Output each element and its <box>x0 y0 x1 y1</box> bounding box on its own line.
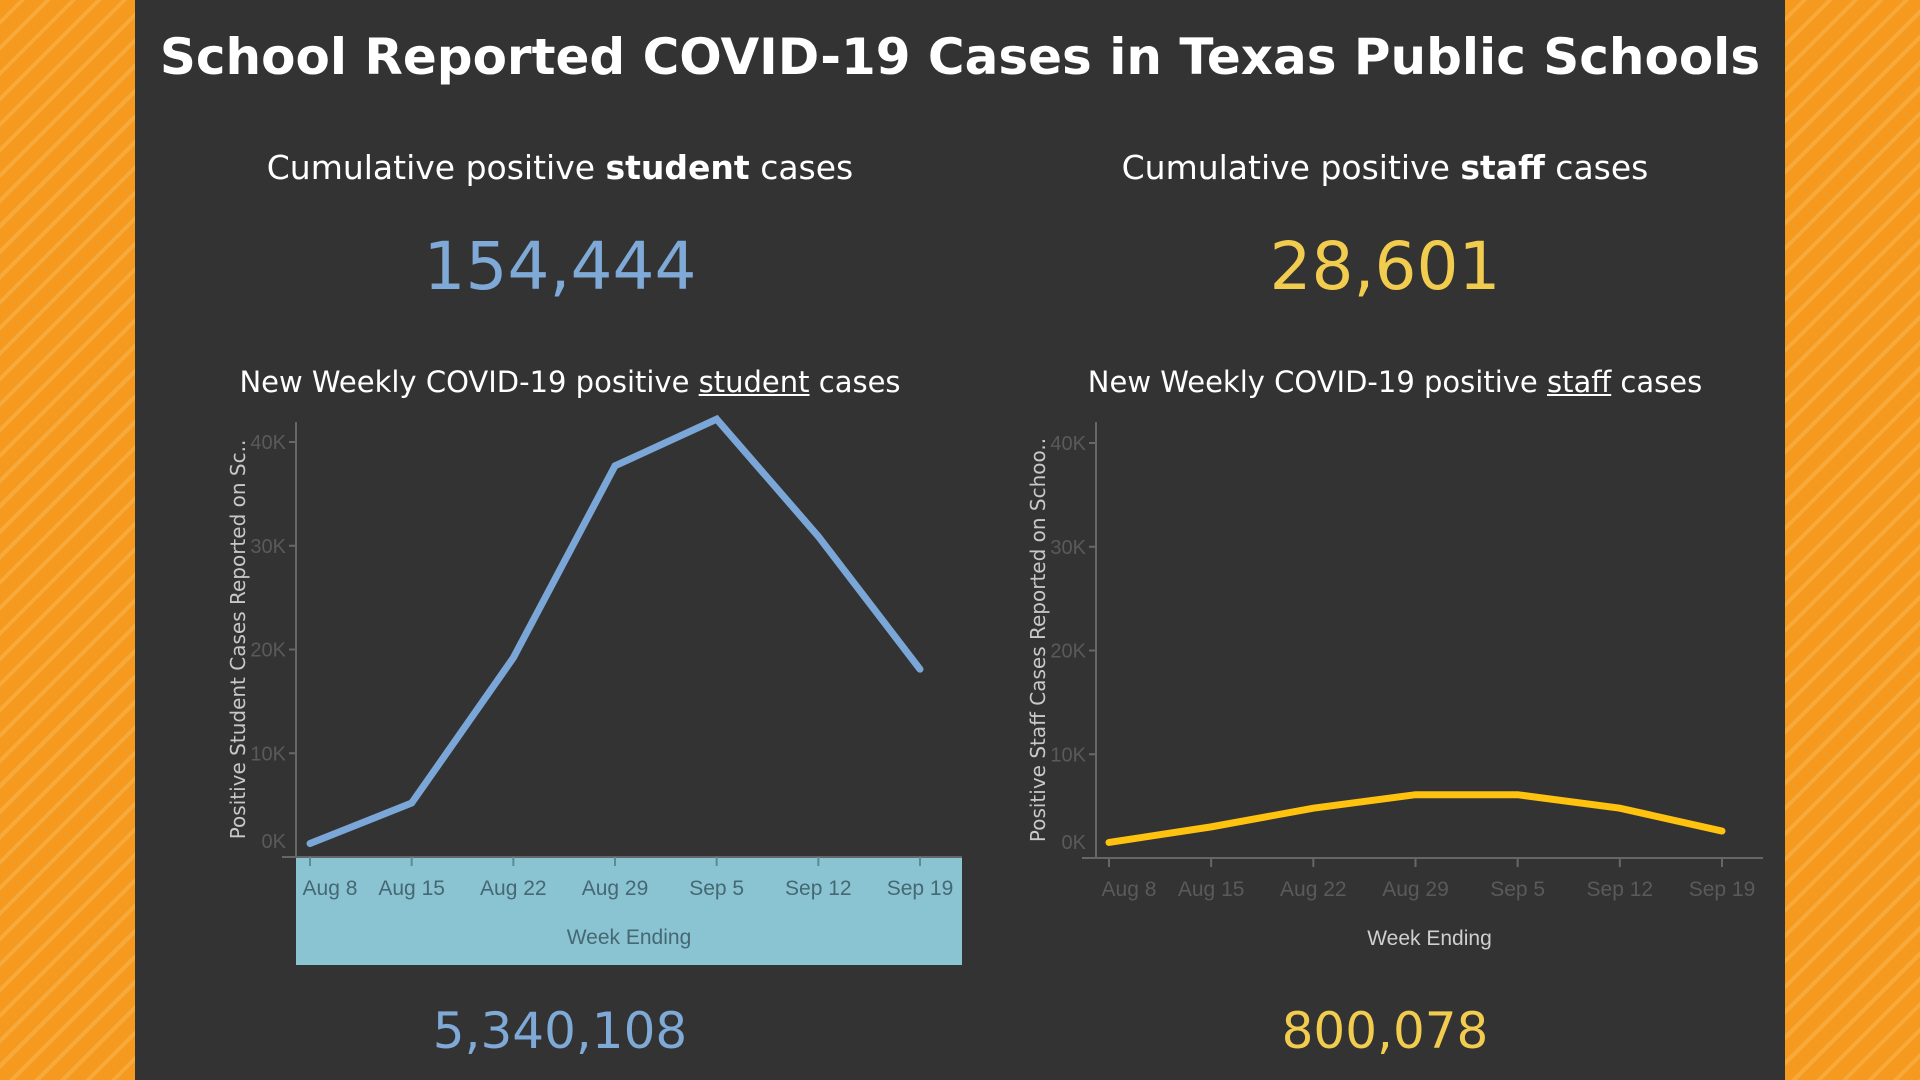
y-tick-label: 20K <box>250 640 286 662</box>
x-tick-label: Aug 15 <box>1178 878 1245 901</box>
x-tick-label: Aug 8 <box>1102 878 1157 901</box>
label-text: Cumulative positive <box>1121 148 1461 187</box>
y-tick-label: 10K <box>250 743 286 765</box>
y-tick-label: 10K <box>1050 744 1086 766</box>
x-tick-label: Aug 22 <box>480 877 547 900</box>
x-axis-highlight <box>296 857 962 965</box>
label-bold: student <box>605 148 750 187</box>
label-text: cases <box>749 148 854 187</box>
series-line <box>306 414 924 848</box>
label-text: cases <box>1544 148 1649 187</box>
y-tick-label: 30K <box>1050 537 1086 559</box>
title-underlined: staff <box>1546 365 1612 399</box>
label-text: Cumulative positive <box>266 148 606 187</box>
staff-chart-title: New Weekly COVID-19 positive staff cases <box>1055 365 1735 399</box>
x-tick-label: Sep 5 <box>689 877 744 900</box>
x-tick-label: Aug 29 <box>1382 878 1449 901</box>
x-tick-label: Sep 19 <box>887 877 954 900</box>
x-tick-label: Sep 12 <box>785 877 852 900</box>
student-cumulative-label: Cumulative positive student cases <box>230 148 890 187</box>
x-tick-label: Aug 15 <box>378 877 445 900</box>
y-tick-label: 20K <box>1050 641 1086 663</box>
x-axis-title: Week Ending <box>567 926 692 949</box>
x-tick-label: Sep 12 <box>1587 878 1654 901</box>
title-text: cases <box>809 365 901 399</box>
staff-cumulative-value: 28,601 <box>1269 228 1501 305</box>
label-bold: staff <box>1460 148 1545 187</box>
y-tick-label: 40K <box>250 432 286 454</box>
student-chart-title: New Weekly COVID-19 positive student cas… <box>230 365 910 399</box>
y-axis-title: Positive Student Cases Reported on Sc.. <box>226 440 250 840</box>
student-bottom-value: 5,340,108 <box>432 1002 688 1060</box>
title-underlined: student <box>698 365 810 399</box>
x-tick-label: Sep 19 <box>1689 878 1756 901</box>
x-axis-title: Week Ending <box>1367 927 1492 950</box>
y-tick-label: 0K <box>262 831 287 853</box>
y-tick-label: 40K <box>1050 433 1086 455</box>
x-tick-label: Aug 29 <box>582 877 649 900</box>
y-axis-title: Positive Staff Cases Reported on Schoo.. <box>1026 438 1050 842</box>
title-text: New Weekly COVID-19 positive <box>1087 365 1547 399</box>
series-line <box>1105 791 1726 846</box>
staff-bottom-value: 800,078 <box>1281 1002 1489 1060</box>
x-tick-label: Sep 5 <box>1490 878 1545 901</box>
staff-cumulative-label: Cumulative positive staff cases <box>1055 148 1715 187</box>
title-text: cases <box>1611 365 1703 399</box>
y-tick-label: 0K <box>1062 832 1087 854</box>
page-title: School Reported COVID-19 Cases in Texas … <box>159 28 1761 86</box>
student-cumulative-value: 154,444 <box>423 228 697 305</box>
x-tick-label: Aug 22 <box>1280 878 1347 901</box>
x-tick-label: Aug 8 <box>303 877 358 900</box>
title-text: New Weekly COVID-19 positive <box>239 365 699 399</box>
y-tick-label: 30K <box>250 536 286 558</box>
